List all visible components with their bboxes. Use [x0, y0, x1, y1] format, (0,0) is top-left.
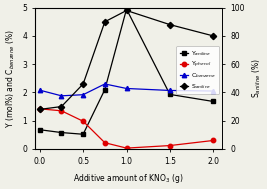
Y$_{phenol}$ [103, 142, 107, 144]
C$_{benzene}$ [212, 90, 215, 92]
Line: C$_{benzene}$: C$_{benzene}$ [38, 82, 215, 98]
Y$_{aniline}$ [60, 131, 63, 134]
Y-axis label: Y (mol%) and C$_{benzene}$ (%): Y (mol%) and C$_{benzene}$ (%) [4, 29, 17, 128]
Y$_{aniline}$ [125, 8, 128, 10]
S$_{aniline}$ [81, 83, 85, 85]
Legend: Y$_{aniline}$, Y$_{phenol}$, C$_{benzene}$, S$_{aniline}$: Y$_{aniline}$, Y$_{phenol}$, C$_{benzene… [176, 46, 219, 94]
Y-axis label: S$_{aniline}$ (%): S$_{aniline}$ (%) [250, 58, 263, 98]
S$_{aniline}$ [103, 21, 107, 23]
Y$_{aniline}$ [212, 100, 215, 103]
C$_{benzene}$ [60, 95, 63, 97]
Y$_{phenol}$ [60, 110, 63, 112]
Line: Y$_{aniline}$: Y$_{aniline}$ [38, 7, 215, 136]
C$_{benzene}$ [103, 83, 107, 85]
Line: S$_{aniline}$: S$_{aniline}$ [38, 8, 215, 112]
Y$_{aniline}$ [81, 133, 85, 135]
C$_{benzene}$ [38, 89, 41, 91]
Y$_{phenol}$ [81, 120, 85, 122]
Line: Y$_{phenol}$: Y$_{phenol}$ [38, 107, 215, 150]
C$_{benzene}$ [125, 87, 128, 90]
Y$_{phenol}$ [212, 139, 215, 142]
S$_{aniline}$ [60, 105, 63, 108]
S$_{aniline}$ [38, 108, 41, 111]
S$_{aniline}$ [212, 35, 215, 37]
C$_{benzene}$ [81, 94, 85, 96]
S$_{aniline}$ [168, 23, 171, 26]
C$_{benzene}$ [168, 89, 171, 92]
S$_{aniline}$ [125, 9, 128, 12]
Y$_{phenol}$ [168, 144, 171, 147]
Y$_{phenol}$ [38, 108, 41, 110]
Y$_{aniline}$ [38, 129, 41, 131]
Y$_{phenol}$ [125, 147, 128, 149]
Y$_{aniline}$ [168, 93, 171, 96]
Y$_{aniline}$ [103, 88, 107, 91]
X-axis label: Additive amount of KNO$_3$ (g): Additive amount of KNO$_3$ (g) [73, 172, 184, 185]
